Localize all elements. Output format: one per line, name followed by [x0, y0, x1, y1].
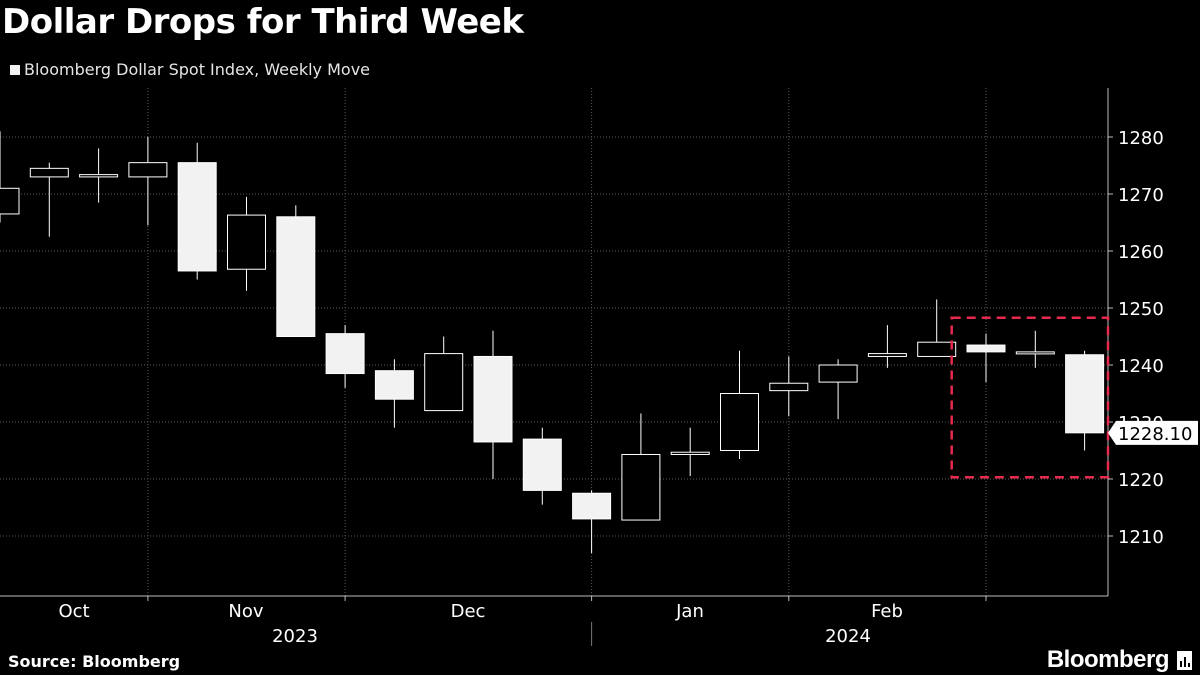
x-month-label: Oct [58, 601, 89, 622]
y-tick-label: 1270 [1118, 185, 1164, 206]
y-tick-label: 1220 [1118, 470, 1164, 491]
x-month-label: Nov [228, 601, 263, 622]
candle-body-up [670, 451, 710, 455]
candle-body-down [276, 216, 316, 337]
y-tick-label: 1210 [1118, 527, 1164, 548]
candle-body-down [177, 162, 217, 272]
bloomberg-bars-icon [1177, 650, 1192, 670]
candle-body-down [966, 344, 1006, 353]
candle-body-up [917, 341, 957, 357]
x-year-label: 2024 [825, 626, 871, 647]
y-tick-label: 1260 [1118, 242, 1164, 263]
candle-body-up [0, 187, 20, 215]
candle-body-up [867, 353, 907, 357]
candle-body-up [79, 174, 119, 178]
candle-body-up [769, 382, 809, 392]
chart-title: Dollar Drops for Third Week [2, 2, 524, 42]
candle-body-down [572, 492, 612, 520]
last-value-badge [1108, 420, 1198, 445]
candle-body-up [621, 453, 661, 521]
brand-name: Bloomberg [1046, 646, 1170, 673]
x-month-label: Dec [451, 601, 486, 622]
legend-swatch [10, 64, 20, 75]
candle-body-up [424, 353, 464, 412]
y-tick-label: 1250 [1118, 299, 1164, 320]
candle-body-up [227, 214, 266, 270]
candle-body-down [522, 438, 562, 491]
y-tick-label: 1240 [1118, 356, 1164, 377]
candle-body-down [1065, 354, 1105, 434]
last-value-label: 1228.10 [1118, 424, 1192, 445]
x-month-label: Feb [871, 601, 903, 622]
candle-body-up [1015, 351, 1055, 355]
highlight-box [950, 316, 1110, 479]
x-month-label: Jan [675, 601, 704, 622]
candle-body-up [720, 393, 759, 451]
legend-label: Bloomberg Dollar Spot Index, Weekly Move [24, 60, 371, 79]
x-year-label: 2023 [272, 626, 318, 647]
y-tick-label: 1280 [1118, 128, 1164, 149]
candle-body-down [325, 333, 365, 375]
candle-body-down [374, 370, 414, 400]
candle-body-down [473, 355, 513, 443]
legend: Bloomberg Dollar Spot Index, Weekly Move [10, 60, 370, 79]
candle-body-up [29, 167, 69, 178]
candle-body-up [128, 162, 168, 178]
source-note: Source: Bloomberg [8, 652, 181, 671]
candle-body-up [818, 364, 858, 383]
brand-logo: Bloomberg [1047, 646, 1192, 674]
